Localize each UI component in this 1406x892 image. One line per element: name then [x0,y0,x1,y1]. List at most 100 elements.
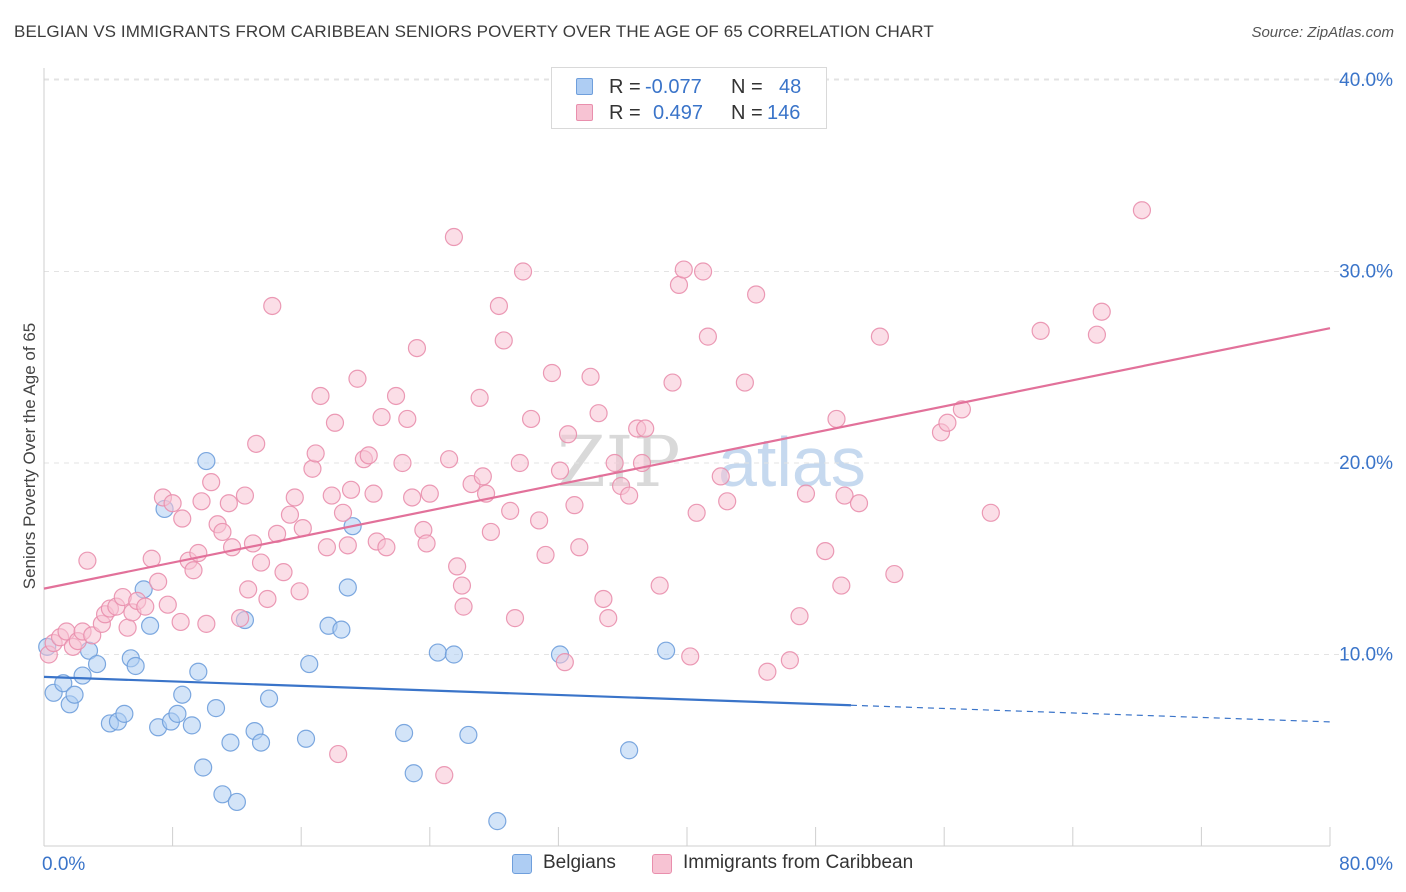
caribbean-point [322,486,341,505]
caribbean-point [251,553,271,572]
belgians-point [206,699,226,718]
belgians-point [65,685,84,704]
caribbean-point [687,503,706,522]
caribbean-point [407,339,427,358]
caribbean-point [481,522,500,542]
caribbean-point [231,609,250,628]
caribbean-point [173,509,192,528]
belgians-point [394,723,414,743]
caribbean-point [849,494,869,513]
caribbean-point [398,409,417,429]
r-label: R = [609,102,641,124]
belgians-swatch [576,78,593,95]
caribbean-point [444,227,464,247]
caribbean-point [235,486,255,505]
caribbean-point [636,419,655,438]
caribbean-point [158,595,177,614]
belgians-point [444,645,464,664]
watermark: ZIP atlas [557,421,866,503]
caribbean-point [263,296,282,316]
caribbean-point [1087,325,1107,344]
caribbean-point [594,589,613,609]
caribbean-point [718,492,737,511]
caribbean-point [171,612,190,632]
chart-title: BELGIAN VS IMMIGRANTS FROM CARIBBEAN SEN… [14,22,934,41]
x-tick-label: 0.0% [42,854,85,875]
belgians-point [221,733,240,752]
belgians-point [620,741,639,760]
series-caribbean [39,201,1152,785]
caribbean-point [981,503,1000,522]
belgians-point [332,620,351,639]
caribbean-point [835,486,854,505]
caribbean-point [197,614,216,633]
belgians-point [300,654,319,674]
caribbean-point [555,653,574,672]
caribbean-point [510,453,529,473]
belgians-point [404,764,423,783]
caribbean-point [219,494,238,513]
caribbean-point [494,331,513,350]
caribbean-point [827,409,846,429]
belgians-trend-line [43,675,852,707]
belgians-point [197,451,216,471]
x-tick-label: 80.0% [1339,854,1393,875]
belgians-point [173,685,192,704]
caribbean-point [239,580,258,599]
caribbean-point [285,488,304,507]
r-value: -0.077 [645,76,702,98]
belgians-point [657,641,676,660]
caribbean-point [521,409,541,429]
belgians-point [259,689,279,708]
caribbean-point [118,618,137,637]
caribbean-point [473,467,492,486]
caribbean-point [681,647,700,666]
belgians-swatch [512,854,532,874]
caribbean-point [372,407,391,427]
caribbean-point [470,388,489,407]
belgians-point [168,704,187,723]
caribbean-trend-line [43,327,1331,590]
caribbean-point [513,262,533,281]
caribbean-point [885,564,904,584]
caribbean-point [505,609,525,628]
caribbean-point [149,572,168,591]
caribbean-point [439,450,459,469]
belgians-point [115,704,134,723]
belgians-point [488,812,507,831]
caribbean-point [605,453,624,473]
caribbean-point [674,260,693,279]
caribbean-point [325,413,345,432]
correlation-legend: R = -0.077 N = 48 R = 0.497 N = 146 [551,67,827,129]
caribbean-point [952,400,971,419]
caribbean-point [280,505,300,524]
caribbean-point [329,744,348,764]
caribbean-point [620,486,639,505]
caribbean-point [938,413,957,432]
caribbean-point [338,536,357,555]
caribbean-point [698,327,717,346]
caribbean-point [747,285,766,304]
r-value: 0.497 [653,102,704,124]
caribbean-point [650,576,669,595]
y-tick-label: 10.0% [1339,645,1393,666]
r-label: R = [609,76,641,98]
belgians-point [126,656,145,676]
caribbean-point [78,551,97,570]
caribbean-point [359,446,378,465]
caribbean-point [202,473,221,492]
n-value: 146 [767,102,801,124]
n-label: N = [731,102,763,124]
caribbean-point [454,597,473,616]
caribbean-point [796,484,816,503]
caribbean-point [693,262,713,281]
caribbean-point [536,545,555,565]
caribbean-point [790,607,809,626]
n-value: 48 [779,76,802,98]
caribbean-point [1132,201,1152,220]
caribbean-point [663,373,682,392]
caribbean-point [213,522,232,542]
caribbean-point [274,563,293,582]
caribbean-point [136,597,155,616]
